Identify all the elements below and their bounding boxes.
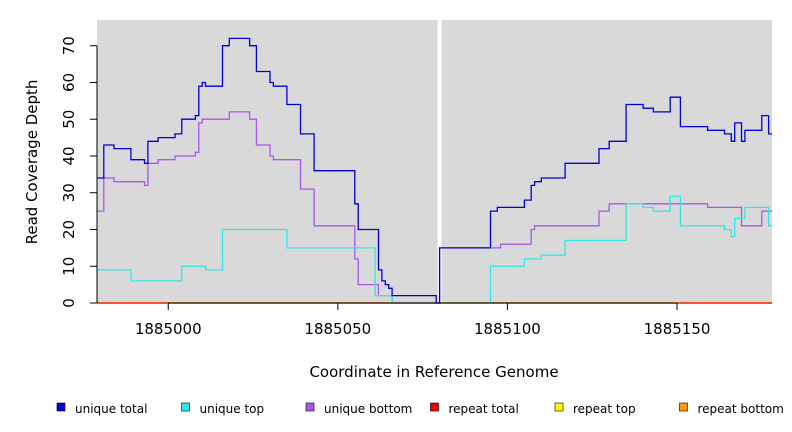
legend: unique total unique top unique bottom repea… (56, 402, 784, 416)
y-tick-label: 20 (60, 220, 78, 239)
x-axis-title: Coordinate in Reference Genome (309, 363, 558, 381)
y-tick-label: 60 (60, 73, 78, 92)
legend-label: repeat total (449, 402, 519, 416)
y-tick-label: 70 (60, 36, 78, 55)
y-tick-label: 50 (60, 110, 78, 129)
series-line-unique-top (97, 195, 772, 304)
legend-label: repeat top (573, 402, 636, 416)
y-axis-ticks: 0 10 20 30 40 50 60 70 (60, 36, 98, 308)
series-line-unique-total (97, 37, 772, 304)
legend-swatch (181, 402, 190, 412)
legend-swatch (305, 402, 315, 412)
x-tick-label: 1885050 (304, 320, 371, 338)
y-tick-label: 40 (60, 146, 78, 165)
legend-swatch (679, 402, 688, 412)
x-tick-label: 1885150 (644, 320, 711, 338)
series-line-unique-bottom (97, 111, 772, 304)
legend-label: repeat bottom (698, 402, 784, 416)
x-tick-label: 1885000 (135, 320, 202, 338)
x-tick-label: 1885100 (474, 320, 541, 338)
legend-swatch (430, 402, 439, 412)
legend-label: unique total (75, 402, 147, 416)
y-tick-label: 10 (60, 257, 78, 276)
y-tick-label: 0 (60, 298, 78, 308)
y-tick-label: 30 (60, 183, 78, 202)
legend-label: unique top (200, 402, 265, 416)
x-axis-ticks: 1885000 1885050 1885100 1885150 (135, 302, 711, 338)
plot-background (97, 20, 772, 303)
legend-swatch (56, 402, 66, 412)
y-axis-title: Read Coverage Depth (23, 80, 41, 245)
legend-swatch (554, 402, 564, 412)
legend-label: unique bottom (324, 402, 412, 416)
